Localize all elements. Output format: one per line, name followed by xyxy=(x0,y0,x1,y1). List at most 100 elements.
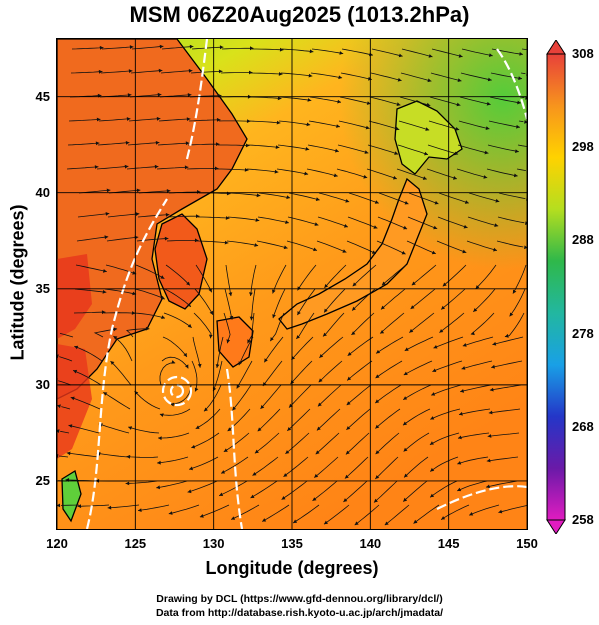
streamline-arrowhead xyxy=(430,467,435,472)
streamline-arrowhead xyxy=(221,470,226,474)
streamline xyxy=(250,72,283,75)
streamline-arrowhead xyxy=(215,166,219,171)
streamline-arrowhead xyxy=(99,45,104,50)
streamline xyxy=(113,335,133,362)
streamline xyxy=(157,456,189,464)
streamline-arrowhead xyxy=(136,188,141,193)
streamline-arrowhead xyxy=(457,461,462,465)
streamline-arrowhead xyxy=(125,481,130,486)
streamline xyxy=(427,144,459,155)
streamline xyxy=(486,456,519,462)
streamline-arrowhead xyxy=(363,174,368,179)
streamline xyxy=(517,144,527,147)
streamline-arrowhead xyxy=(462,249,467,254)
streamline-arrowhead xyxy=(170,402,175,407)
streamline xyxy=(323,504,350,525)
streamline-arrowhead xyxy=(315,450,320,455)
streamline-arrowhead xyxy=(317,402,322,407)
streamline xyxy=(75,264,107,272)
streamline xyxy=(346,384,372,406)
streamline-arrowhead xyxy=(404,473,408,478)
streamline xyxy=(410,288,436,310)
streamline-arrowhead xyxy=(380,330,385,334)
streamline-arrowhead xyxy=(186,117,191,121)
streamline xyxy=(70,71,103,74)
streamline xyxy=(490,72,523,80)
streamline xyxy=(380,288,406,310)
streamline-arrowhead xyxy=(189,44,194,49)
streamline xyxy=(250,480,278,499)
streamline-arrowhead xyxy=(403,371,408,375)
streamline xyxy=(409,312,435,333)
streamline-arrowhead xyxy=(484,150,489,155)
streamline xyxy=(190,70,223,74)
streamline-arrowhead xyxy=(312,497,317,501)
contour-line xyxy=(225,368,244,529)
streamline xyxy=(223,312,231,344)
streamline-arrowhead xyxy=(351,331,356,335)
streamline xyxy=(310,72,343,79)
streamline-arrowhead xyxy=(457,78,462,82)
streamline xyxy=(306,168,338,177)
streamline-arrowhead xyxy=(166,189,171,193)
colorbar-top-arrow xyxy=(546,39,566,55)
streamline xyxy=(520,72,526,75)
streamline-arrowhead xyxy=(336,124,340,128)
credit-drawing: Drawing by DCL (https://www.gfd-dennou.o… xyxy=(156,593,443,605)
streamline-arrowhead xyxy=(229,315,234,320)
streamline xyxy=(373,480,398,503)
streamline-arrowhead xyxy=(183,352,187,357)
streamline-arrowhead xyxy=(57,404,61,409)
streamline-arrowhead xyxy=(135,212,140,216)
streamline xyxy=(366,168,398,180)
streamline-arrowhead xyxy=(433,345,438,349)
streamline-arrowhead xyxy=(454,151,459,156)
streamline-arrowhead xyxy=(275,145,280,149)
streamline xyxy=(256,240,288,249)
streamline xyxy=(346,360,373,381)
streamline xyxy=(316,408,341,431)
streamline-arrowhead xyxy=(224,240,229,245)
streamline xyxy=(281,480,308,500)
y-tick-label: 25 xyxy=(35,472,50,488)
streamline xyxy=(212,360,223,392)
streamline xyxy=(250,264,257,297)
streamline xyxy=(407,216,438,230)
streamline xyxy=(134,390,161,410)
streamline xyxy=(224,288,233,320)
land-hokkaido xyxy=(394,100,463,175)
streamline xyxy=(378,192,409,205)
streamline xyxy=(131,45,164,50)
streamline-arrowhead xyxy=(249,292,253,296)
streamline-arrowhead xyxy=(250,46,254,51)
streamline-arrowhead xyxy=(395,126,400,131)
streamline-arrowhead xyxy=(338,75,343,80)
streamline-arrowhead xyxy=(308,73,313,78)
streamline-arrowhead xyxy=(430,493,435,498)
streamline-arrowhead xyxy=(401,250,406,255)
streamline xyxy=(76,236,109,242)
streamline-arrowhead xyxy=(228,292,233,297)
streamline xyxy=(375,408,401,429)
streamline xyxy=(308,120,340,128)
streamline xyxy=(191,46,224,50)
streamline xyxy=(397,144,429,155)
streamline xyxy=(191,360,198,392)
streamline xyxy=(438,192,469,204)
streamline-arrowhead xyxy=(94,165,99,169)
streamline xyxy=(403,360,433,376)
streamline-arrowhead xyxy=(375,475,380,479)
lat-lon-grid xyxy=(57,39,527,529)
streamline xyxy=(429,456,459,472)
streamline-arrowhead xyxy=(124,164,129,169)
streamline xyxy=(429,96,461,106)
streamline xyxy=(473,288,496,313)
streamline-arrowhead xyxy=(102,290,107,294)
streamline xyxy=(137,504,170,511)
streamline xyxy=(128,426,160,434)
streamline xyxy=(58,380,72,386)
streamline-arrowhead xyxy=(187,303,191,307)
streamline-arrowhead xyxy=(157,92,162,97)
streamline xyxy=(400,72,432,82)
streamline-arrowhead xyxy=(469,512,474,516)
